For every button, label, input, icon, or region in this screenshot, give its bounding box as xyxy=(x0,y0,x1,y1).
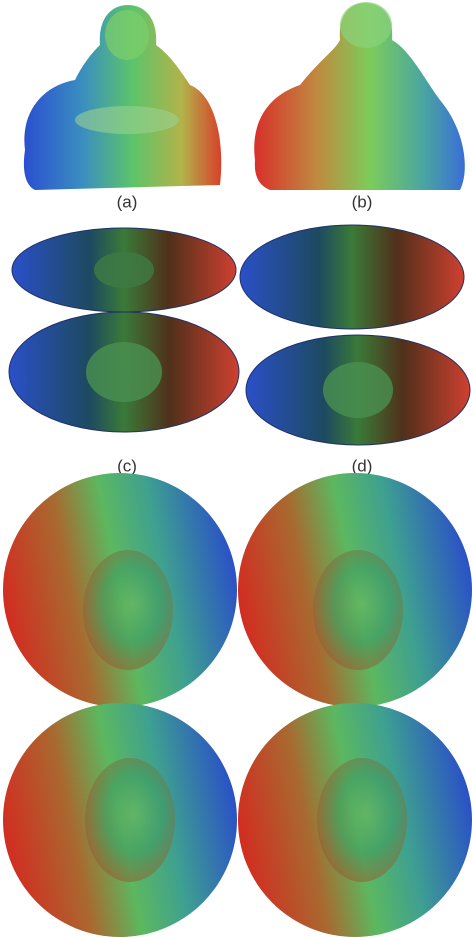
projection-detail xyxy=(313,550,403,670)
bowl xyxy=(75,106,179,134)
figure: (a) (b) (c) (d) xyxy=(0,0,473,938)
head xyxy=(340,2,392,48)
page: {"figure": {"captions": ["(a)", "(b)", "… xyxy=(0,0,473,938)
head xyxy=(105,10,149,60)
projection-detail xyxy=(323,362,393,418)
circular-projections xyxy=(3,473,472,937)
projection-detail xyxy=(83,550,173,670)
caption: (c) xyxy=(117,456,137,475)
caption: (b) xyxy=(352,192,373,211)
statue-back xyxy=(254,2,465,190)
caption: (a) xyxy=(117,192,138,211)
caption: (d) xyxy=(352,456,373,475)
projection-detail xyxy=(85,758,175,882)
projection xyxy=(240,225,464,329)
projection-detail xyxy=(317,758,407,882)
projection-detail xyxy=(94,252,154,288)
projection-detail xyxy=(86,342,162,402)
statue-front xyxy=(24,5,221,190)
